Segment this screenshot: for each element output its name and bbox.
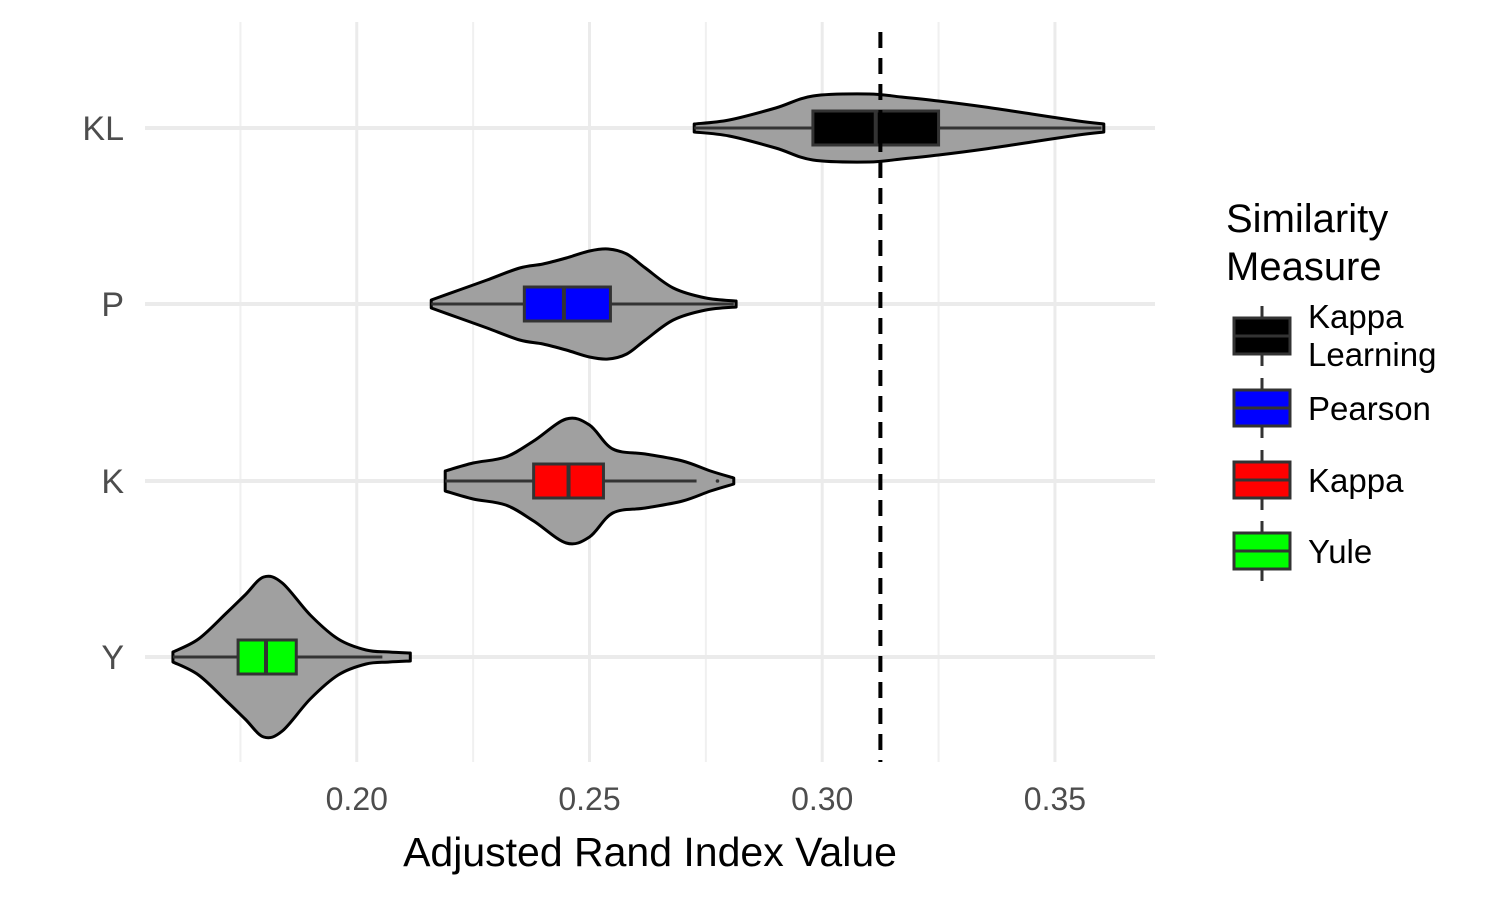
axis-layer: KL P K Y 0.20 0.25 0.30 0.35 bbox=[82, 110, 1086, 817]
x-tick-label: 0.35 bbox=[1024, 781, 1086, 817]
x-tick-label: 0.30 bbox=[791, 781, 853, 817]
legend-label: Kappa bbox=[1308, 462, 1404, 499]
legend-label: Kappa bbox=[1308, 298, 1404, 335]
x-tick-label: 0.20 bbox=[326, 781, 388, 817]
outlier-point bbox=[715, 479, 720, 483]
x-tick-label: 0.25 bbox=[558, 781, 620, 817]
legend: SimilarityMeasureKappaLearningPearsonKap… bbox=[1226, 197, 1436, 581]
y-tick-label: P bbox=[101, 286, 124, 324]
x-axis-title: Adjusted Rand Index Value bbox=[403, 829, 897, 875]
y-tick-label: K bbox=[101, 463, 124, 501]
legend-item: Kappa bbox=[1232, 450, 1404, 510]
legend-label: Yule bbox=[1308, 533, 1372, 570]
legend-title: Similarity bbox=[1226, 197, 1388, 241]
legend-item: Pearson bbox=[1232, 378, 1431, 438]
legend-item: Yule bbox=[1232, 521, 1372, 581]
y-tick-label: KL bbox=[82, 110, 124, 148]
legend-label: Pearson bbox=[1308, 390, 1431, 427]
violin-layer bbox=[171, 92, 1106, 740]
legend-title: Measure bbox=[1226, 245, 1382, 289]
y-tick-label: Y bbox=[101, 639, 124, 677]
legend-label: Learning bbox=[1308, 336, 1436, 373]
box-P bbox=[522, 285, 612, 323]
